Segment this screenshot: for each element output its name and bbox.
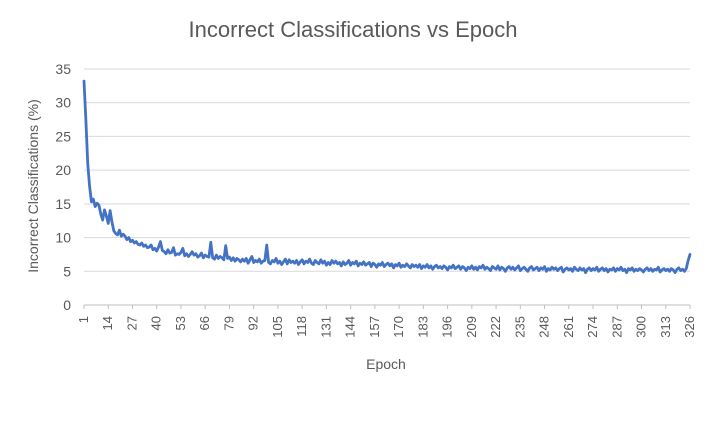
- x-tick-label: 27: [124, 316, 139, 330]
- series-layer: [82, 79, 692, 275]
- x-tick-label: 53: [173, 316, 188, 330]
- x-tick-label: 92: [246, 316, 261, 330]
- y-tick-label: 20: [55, 162, 71, 178]
- x-axis-label: Epoch: [366, 356, 406, 372]
- y-axis-tick-labels: 0 5 10 15 20 25 30 35: [55, 61, 71, 313]
- x-tick-label: 170: [391, 316, 406, 338]
- y-axis-label: Incorrect Classifications (%): [25, 99, 41, 273]
- x-tick-label: 144: [343, 316, 358, 338]
- y-tick-label: 35: [55, 61, 71, 77]
- chart-title: Incorrect Classifications vs Epoch: [189, 17, 518, 42]
- x-tick-label: 196: [440, 316, 455, 338]
- x-tick-label: 131: [318, 316, 333, 338]
- y-tick-label: 10: [55, 230, 71, 246]
- x-tick-label: 183: [415, 316, 430, 338]
- x-tick-label: 235: [512, 316, 527, 338]
- x-tick-label: 326: [682, 316, 697, 338]
- x-tick-label: 105: [270, 316, 285, 338]
- grid-lines: [83, 68, 691, 309]
- x-tick-label: 274: [585, 316, 600, 338]
- series-line: [82, 79, 692, 275]
- x-tick-label: 248: [537, 316, 552, 338]
- x-tick-label: 157: [367, 316, 382, 338]
- x-tick-label: 300: [634, 316, 649, 338]
- x-tick-label: 287: [609, 316, 624, 338]
- x-axis-tick-labels: 1 14 27 40 53 66 79 92 105 118 131 144 157 170 183 196 2…: [76, 316, 697, 338]
- x-tick-label: 40: [149, 316, 164, 330]
- x-tick-label: 14: [100, 316, 115, 330]
- x-tick-label: 222: [488, 316, 503, 338]
- y-tick-label: 0: [63, 297, 71, 313]
- x-tick-label: 313: [658, 316, 673, 338]
- y-tick-label: 15: [55, 196, 71, 212]
- y-tick-label: 25: [55, 128, 71, 144]
- x-tick-label: 118: [294, 316, 309, 337]
- x-tick-label: 66: [197, 316, 212, 330]
- x-tick-label: 79: [221, 316, 236, 330]
- y-tick-label: 30: [55, 95, 71, 111]
- x-tick-label: 209: [464, 316, 479, 338]
- x-tick-label: 1: [76, 316, 91, 323]
- y-tick-label: 5: [63, 263, 71, 279]
- x-tick-label: 261: [561, 316, 576, 338]
